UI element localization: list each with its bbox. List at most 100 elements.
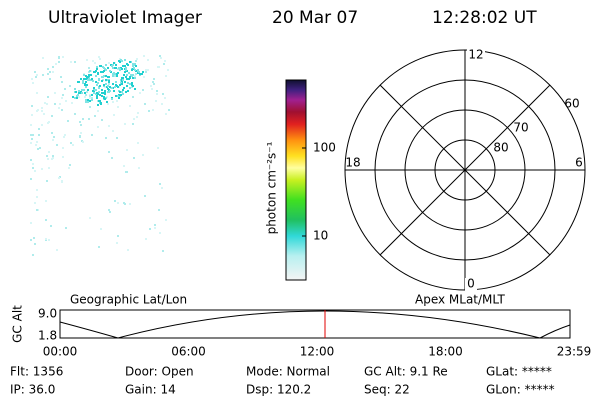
pixel — [115, 67, 117, 69]
polar-label: 0 — [467, 277, 475, 291]
pixel — [111, 87, 113, 89]
pixel — [76, 95, 78, 97]
pixel — [61, 97, 63, 99]
pixel — [61, 81, 63, 83]
pixel — [32, 167, 34, 169]
pixel — [32, 163, 34, 165]
pixel — [103, 96, 105, 98]
pixel — [32, 134, 34, 136]
pixel — [118, 60, 120, 62]
pixel — [163, 63, 165, 65]
pixel — [49, 78, 51, 80]
pixel — [134, 88, 136, 90]
pixel — [114, 75, 116, 77]
pixel — [112, 73, 114, 75]
pixel — [35, 144, 37, 146]
info-field: Seq: 22 — [364, 383, 410, 397]
pixel — [63, 136, 65, 138]
pixel — [129, 203, 131, 205]
pixel — [74, 61, 76, 63]
pixel — [134, 69, 136, 71]
pixel — [98, 246, 100, 248]
pixel — [96, 92, 98, 94]
info-field: Flt: 1356 — [10, 365, 63, 379]
pixel — [50, 225, 52, 227]
pixel — [122, 93, 124, 95]
pixel — [121, 91, 123, 93]
pixel — [116, 75, 118, 77]
colorbar-tick-label: 100 — [313, 141, 336, 155]
pixel — [149, 228, 151, 230]
pixel — [143, 55, 145, 57]
pixel — [52, 66, 54, 68]
info-field: Door: Open — [125, 365, 194, 379]
pixel — [97, 126, 99, 128]
pixel — [106, 101, 108, 103]
pixel — [48, 151, 50, 153]
pixel — [109, 211, 111, 213]
pixel — [108, 62, 110, 64]
pixel — [47, 73, 49, 75]
pixel — [79, 135, 81, 137]
info-field: Dsp: 120.2 — [246, 383, 311, 397]
pixel — [31, 138, 33, 140]
pixel — [134, 75, 136, 77]
pixel — [98, 87, 100, 89]
altitude-x-label: 23:59 — [557, 345, 592, 359]
pixel — [54, 103, 56, 105]
pixel — [165, 219, 167, 221]
pixel — [36, 74, 38, 76]
pixel — [30, 222, 32, 224]
pixel — [84, 83, 86, 85]
pixel — [52, 155, 54, 157]
pixel — [139, 73, 141, 75]
pixel — [101, 80, 103, 82]
pixel — [49, 71, 51, 73]
pixel — [94, 62, 96, 64]
pixel — [87, 79, 89, 81]
pixel — [89, 97, 91, 99]
pixel — [45, 200, 47, 202]
pixel — [161, 103, 163, 105]
pixel — [153, 78, 155, 80]
pixel — [101, 92, 103, 94]
pixel — [97, 104, 99, 106]
pixel — [47, 122, 49, 124]
pixel — [52, 139, 54, 141]
pixel — [85, 75, 87, 77]
pixel — [156, 90, 158, 92]
pixel — [124, 71, 126, 73]
pixel — [31, 78, 33, 80]
pixel — [164, 60, 166, 62]
pixel — [125, 69, 127, 71]
pixel — [97, 82, 99, 84]
pixel — [89, 100, 91, 102]
pixel — [90, 74, 92, 76]
colorbar — [285, 79, 307, 281]
pixel — [137, 142, 139, 144]
pixel — [34, 202, 36, 204]
pixel — [135, 73, 137, 75]
pixel — [85, 101, 87, 103]
pixel — [128, 72, 130, 74]
pixel — [113, 62, 115, 64]
pixel — [89, 70, 91, 72]
pixel — [123, 87, 125, 89]
pixel — [153, 83, 155, 85]
pixel — [112, 75, 114, 77]
pixel — [93, 87, 95, 89]
pixel — [85, 78, 87, 80]
pixel — [30, 159, 32, 161]
pixel — [118, 97, 120, 99]
date: 20 Mar 07 — [272, 8, 358, 28]
pixel — [45, 219, 47, 221]
pixel — [165, 75, 167, 77]
pixel — [61, 109, 63, 111]
pixel — [35, 76, 37, 78]
pixel — [42, 57, 44, 59]
pixel — [124, 59, 126, 61]
pixel — [34, 170, 36, 172]
pixel — [117, 202, 119, 204]
pixel — [100, 228, 102, 230]
pixel — [133, 67, 135, 69]
